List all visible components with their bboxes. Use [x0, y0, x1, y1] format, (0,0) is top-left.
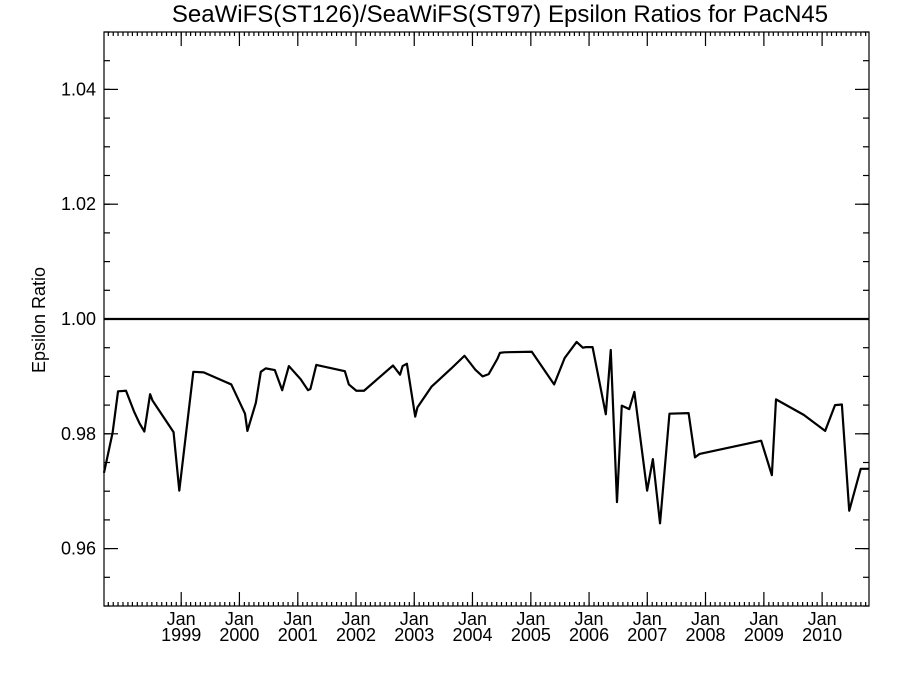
x-tick-label-year: 2009 [744, 625, 784, 645]
x-tick-label-year: 2007 [627, 625, 667, 645]
x-tick-label-year: 2004 [452, 625, 492, 645]
x-tick-label-year: 2005 [511, 625, 551, 645]
chart-title: SeaWiFS(ST126)/SeaWiFS(ST97) Epsilon Rat… [172, 1, 828, 28]
y-tick-label: 1.02 [61, 194, 96, 214]
series-line [102, 340, 869, 525]
x-axis: Jan1999Jan2000Jan2001Jan2002Jan2003Jan20… [161, 32, 842, 645]
y-axis: 0.96 0.98 1.00 1.02 1.04 [61, 31, 869, 607]
x-tick-label-year: 2002 [336, 625, 376, 645]
x-tick-label-year: 1999 [161, 625, 201, 645]
x-tick-label-year: 2000 [219, 625, 259, 645]
x-tick-label-month: Jan [225, 609, 254, 629]
x-tick-label-month: Jan [633, 609, 662, 629]
x-tick-label-year: 2010 [802, 625, 842, 645]
x-tick-label-month: Jan [167, 609, 196, 629]
x-tick-label-month: Jan [516, 609, 545, 629]
y-tick-label: 0.98 [61, 424, 96, 444]
y-axis-label: Epsilon Ratio [29, 267, 49, 373]
x-tick-label-month: Jan [458, 609, 487, 629]
x-tick-label-year: 2008 [685, 625, 725, 645]
x-tick-label-year: 2001 [278, 625, 318, 645]
x-tick-label-month: Jan [691, 609, 720, 629]
minor-ticks [107, 32, 867, 606]
x-tick-label-month: Jan [283, 609, 312, 629]
y-tick-label: 0.96 [61, 539, 96, 559]
x-tick-label-year: 2003 [394, 625, 434, 645]
x-tick-label-month: Jan [400, 609, 429, 629]
x-tick-label-month: Jan [575, 609, 604, 629]
x-tick-label-month: Jan [749, 609, 778, 629]
x-tick-label-month: Jan [342, 609, 371, 629]
x-tick-label-year: 2006 [569, 625, 609, 645]
y-tick-label: 1.04 [61, 79, 96, 99]
x-tick-label-month: Jan [808, 609, 837, 629]
y-tick-label: 1.00 [61, 309, 96, 329]
